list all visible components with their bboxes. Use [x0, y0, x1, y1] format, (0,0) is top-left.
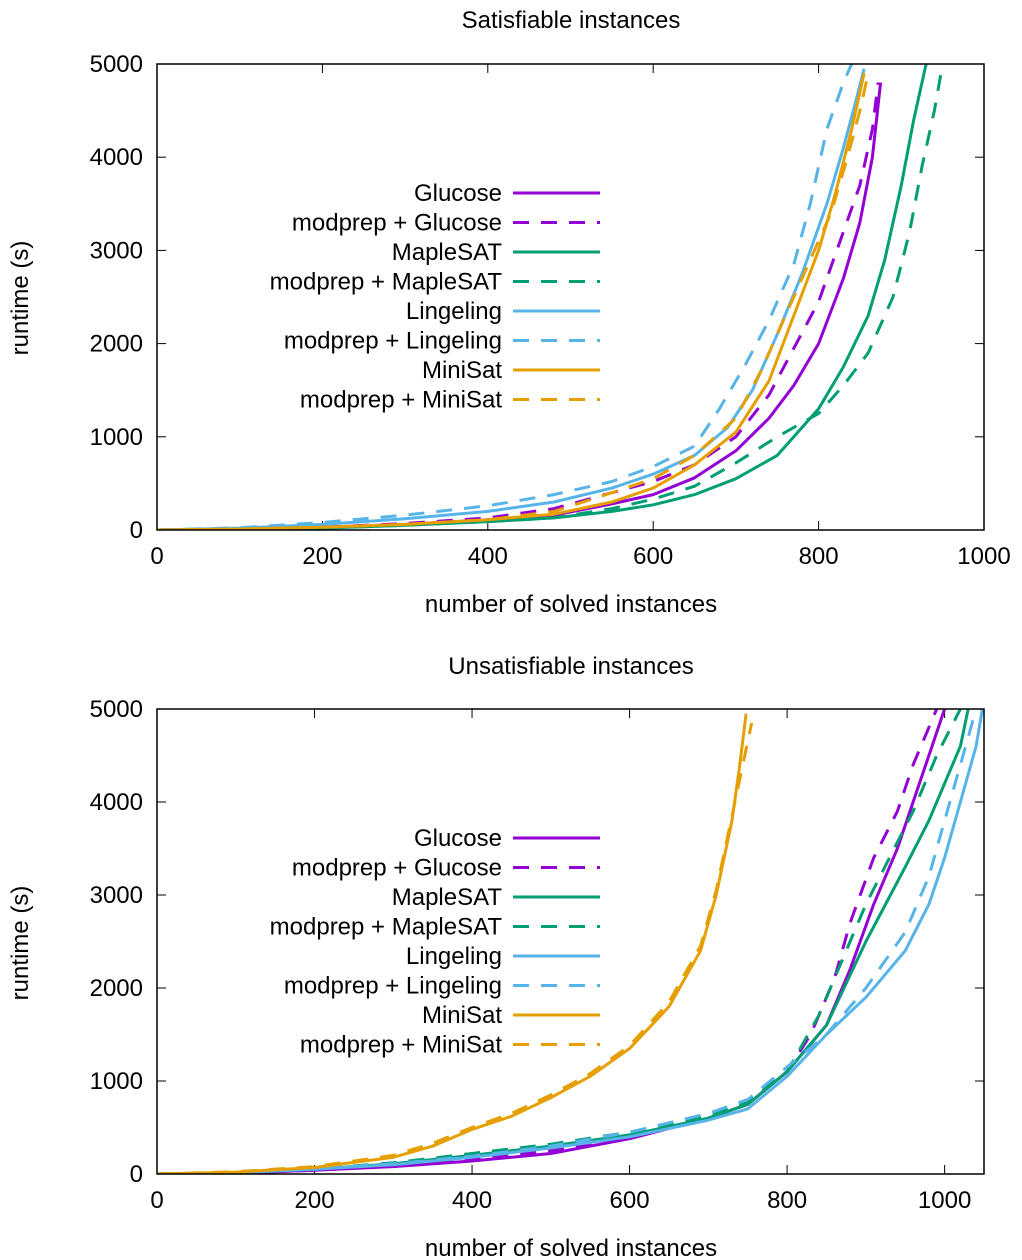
y-tick-label: 2000	[90, 331, 143, 358]
series-line	[157, 64, 945, 530]
y-tick-label: 0	[130, 1161, 143, 1188]
legend-label: MiniSat	[422, 357, 502, 384]
series-line	[157, 72, 870, 530]
y-tick-label: 0	[130, 517, 143, 544]
x-axis-label: number of solved instances	[425, 1235, 717, 1260]
x-tick-label: 600	[633, 543, 673, 570]
legend-label: modprep + Lingeling	[284, 973, 502, 1000]
legend-label: modprep + MiniSat	[300, 387, 502, 414]
legend-label: Lingeling	[406, 943, 502, 970]
x-tick-label: 1000	[957, 543, 1010, 570]
legend-label: modprep + Glucose	[292, 855, 502, 882]
legend-label: MiniSat	[422, 1002, 502, 1029]
x-tick-label: 400	[468, 543, 508, 570]
legend-label: Glucose	[414, 825, 502, 852]
series-line	[157, 64, 928, 530]
y-tick-label: 5000	[90, 51, 143, 78]
legend-label: MapleSAT	[392, 239, 503, 266]
series-line	[157, 709, 962, 1174]
x-tick-label: 1000	[918, 1187, 971, 1214]
series-line	[157, 709, 947, 1174]
x-tick-label: 0	[150, 1187, 163, 1214]
legend-label: modprep + MapleSAT	[270, 914, 503, 941]
satisfiable-chart: Satisfiable instances number of solved i…	[7, 7, 1011, 618]
chart-title: Satisfiable instances	[462, 7, 681, 34]
x-tick-label: 600	[610, 1187, 650, 1214]
y-tick-label: 1000	[90, 1068, 143, 1095]
legend-label: modprep + Lingeling	[284, 328, 502, 355]
series-line	[157, 82, 883, 530]
y-tick-label: 1000	[90, 424, 143, 451]
series-line	[157, 68, 866, 530]
y-tick-label: 3000	[90, 237, 143, 264]
x-tick-label: 400	[452, 1187, 492, 1214]
x-axis-label: number of solved instances	[425, 591, 717, 618]
x-tick-label: 200	[302, 543, 342, 570]
y-tick-label: 4000	[90, 789, 143, 816]
legend-label: modprep + Glucose	[292, 210, 502, 237]
x-tick-label: 200	[295, 1187, 335, 1214]
legend-label: Glucose	[414, 180, 502, 207]
legend-label: modprep + MiniSat	[300, 1032, 502, 1059]
series-line	[157, 709, 978, 1174]
legend-label: Lingeling	[406, 298, 502, 325]
series-line	[157, 722, 754, 1174]
y-axis-label: runtime (s)	[7, 886, 34, 1001]
series-line	[157, 709, 970, 1174]
x-tick-label: 800	[799, 543, 839, 570]
series-line	[157, 82, 880, 530]
series-line	[157, 709, 984, 1174]
series-line	[157, 64, 854, 530]
y-axis-label: runtime (s)	[7, 241, 34, 356]
plot-frame	[156, 708, 985, 1175]
series-line	[157, 72, 866, 530]
series-line	[157, 709, 939, 1174]
y-tick-label: 4000	[90, 144, 143, 171]
x-tick-label: 0	[150, 543, 163, 570]
y-tick-label: 3000	[90, 882, 143, 909]
plot-frame	[156, 63, 985, 531]
chart-title: Unsatisfiable instances	[448, 653, 693, 680]
x-tick-label: 800	[767, 1187, 807, 1214]
legend-label: MapleSAT	[392, 884, 503, 911]
legend-label: modprep + MapleSAT	[270, 269, 503, 296]
y-tick-label: 2000	[90, 975, 143, 1002]
y-tick-label: 5000	[90, 696, 143, 723]
unsatisfiable-chart: Unsatisfiable instances number of solved…	[7, 653, 985, 1260]
